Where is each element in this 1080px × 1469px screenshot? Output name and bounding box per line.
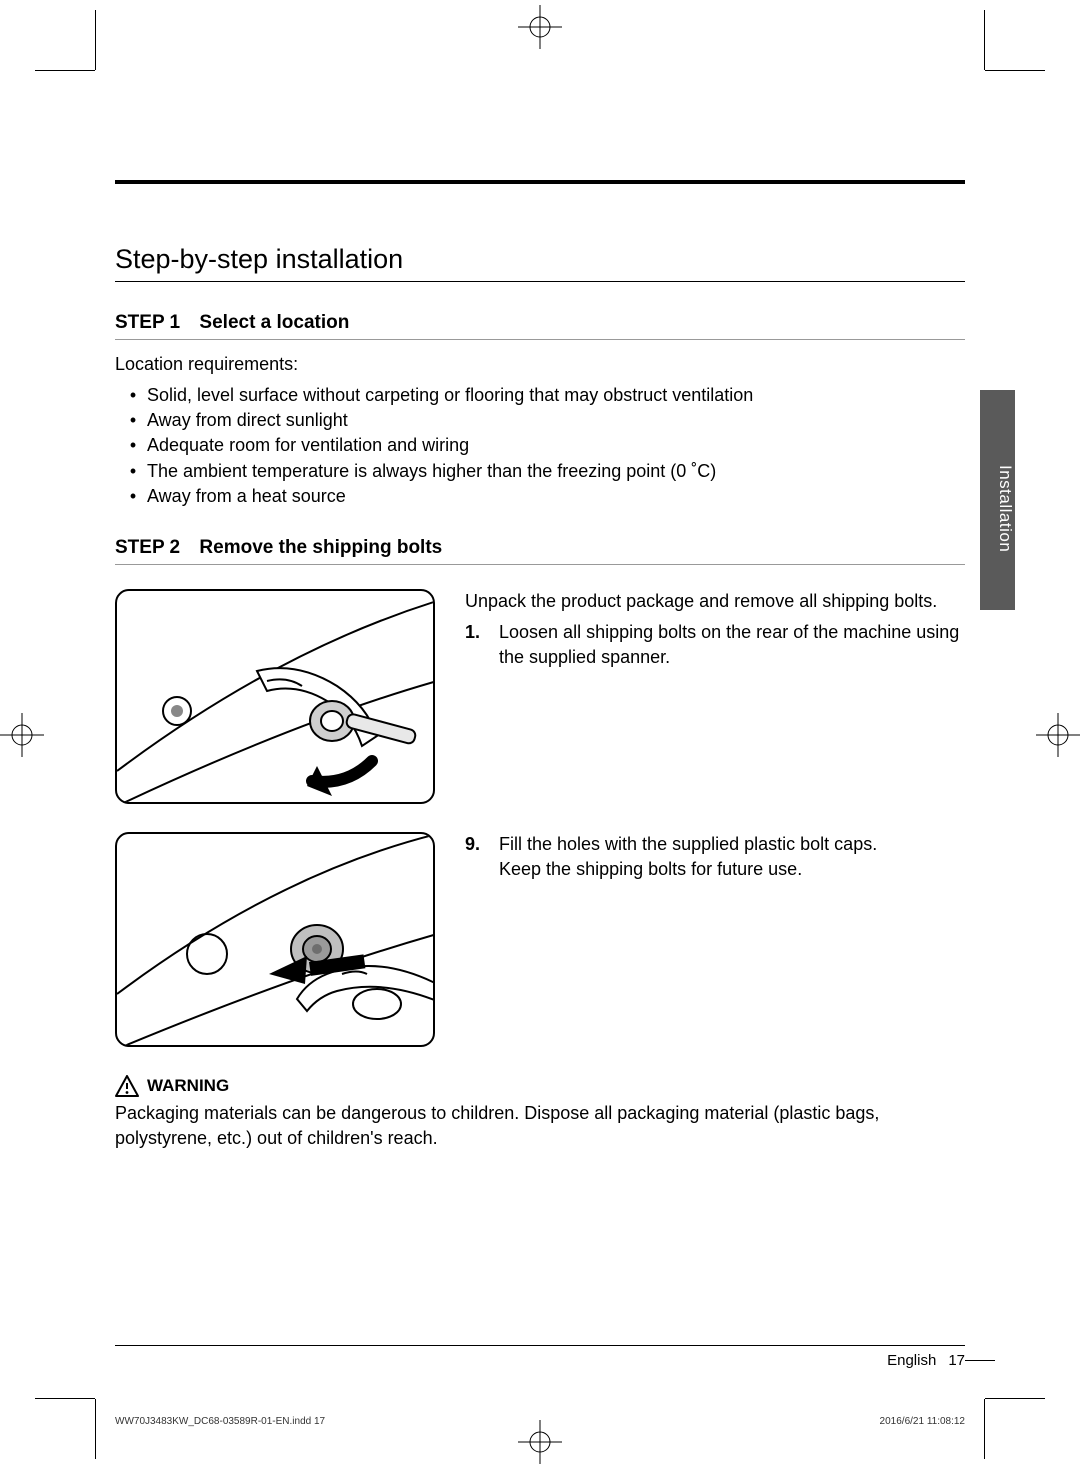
- item-text: Loosen all shipping bolts on the rear of…: [499, 620, 965, 670]
- list-item: Solid, level surface without carpeting o…: [115, 383, 965, 408]
- registration-mark-icon: [518, 5, 562, 49]
- crop-mark: [35, 1398, 95, 1399]
- list-item: The ambient temperature is always higher…: [115, 459, 965, 484]
- warning-label: WARNING: [147, 1076, 229, 1096]
- list-item: Away from direct sunlight: [115, 408, 965, 433]
- step2-block1: Unpack the product package and remove al…: [115, 589, 965, 804]
- item-number: 1.: [465, 620, 487, 670]
- content-area: Step-by-step installation STEP 1 Select …: [95, 184, 985, 1151]
- step2-label: STEP 2: [115, 537, 180, 558]
- illustration-spanner: [115, 589, 435, 804]
- warning-header: WARNING: [115, 1075, 965, 1097]
- list-item: Away from a heat source: [115, 484, 965, 509]
- step2-text1: Unpack the product package and remove al…: [465, 589, 965, 804]
- crop-mark: [985, 1398, 1045, 1399]
- illustration-bolt-cap: [115, 832, 435, 1047]
- footer-tick: [965, 1360, 995, 1361]
- imprint-date: 2016/6/21 11:08:12: [880, 1416, 965, 1427]
- list-item: Adequate room for ventilation and wiring: [115, 433, 965, 458]
- crop-mark: [984, 1399, 985, 1459]
- step1-label: STEP 1: [115, 312, 180, 333]
- step1-title: Select a location: [199, 312, 349, 333]
- step2-item1: 1. Loosen all shipping bolts on the rear…: [465, 620, 965, 670]
- warning-text: Packaging materials can be dangerous to …: [115, 1101, 965, 1151]
- warning-icon: [115, 1075, 139, 1097]
- page-frame: Installation Step-by-step installation S…: [95, 70, 985, 1399]
- requirements-list: Solid, level surface without carpeting o…: [115, 383, 965, 509]
- item-text: Fill the holes with the supplied plastic…: [499, 832, 877, 882]
- item-text-line1: Fill the holes with the supplied plastic…: [499, 834, 877, 854]
- footer-language: English: [887, 1352, 936, 1369]
- step2-item9: 9. Fill the holes with the supplied plas…: [465, 832, 965, 882]
- crop-mark: [985, 70, 1045, 71]
- crop-mark: [35, 70, 95, 71]
- crop-mark: [984, 10, 985, 70]
- registration-mark-icon: [0, 713, 44, 757]
- crop-mark: [95, 1399, 96, 1459]
- crop-mark: [95, 10, 96, 70]
- imprint-line: WW70J3483KW_DC68-03589R-01-EN.indd 17 20…: [95, 1416, 985, 1427]
- imprint-file: WW70J3483KW_DC68-03589R-01-EN.indd 17: [115, 1416, 325, 1427]
- item-number: 9.: [465, 832, 487, 882]
- step1-subhead: Location requirements:: [115, 354, 965, 375]
- step2-header: STEP 2 Remove the shipping bolts: [115, 537, 965, 565]
- page-title: Step-by-step installation: [115, 244, 965, 282]
- step2-intro: Unpack the product package and remove al…: [465, 589, 965, 614]
- section-tab: Installation: [980, 390, 1015, 610]
- step2-text2: 9. Fill the holes with the supplied plas…: [465, 832, 965, 1047]
- step1-header: STEP 1 Select a location: [115, 312, 965, 340]
- registration-mark-icon: [1036, 713, 1080, 757]
- step2-block2: 9. Fill the holes with the supplied plas…: [115, 832, 965, 1047]
- footer-page-number: 17: [948, 1352, 965, 1369]
- item-text-line2: Keep the shipping bolts for future use.: [499, 859, 802, 879]
- step2-title: Remove the shipping bolts: [199, 537, 442, 558]
- section-tab-label: Installation: [996, 465, 1015, 552]
- page-footer: English 17: [115, 1345, 965, 1369]
